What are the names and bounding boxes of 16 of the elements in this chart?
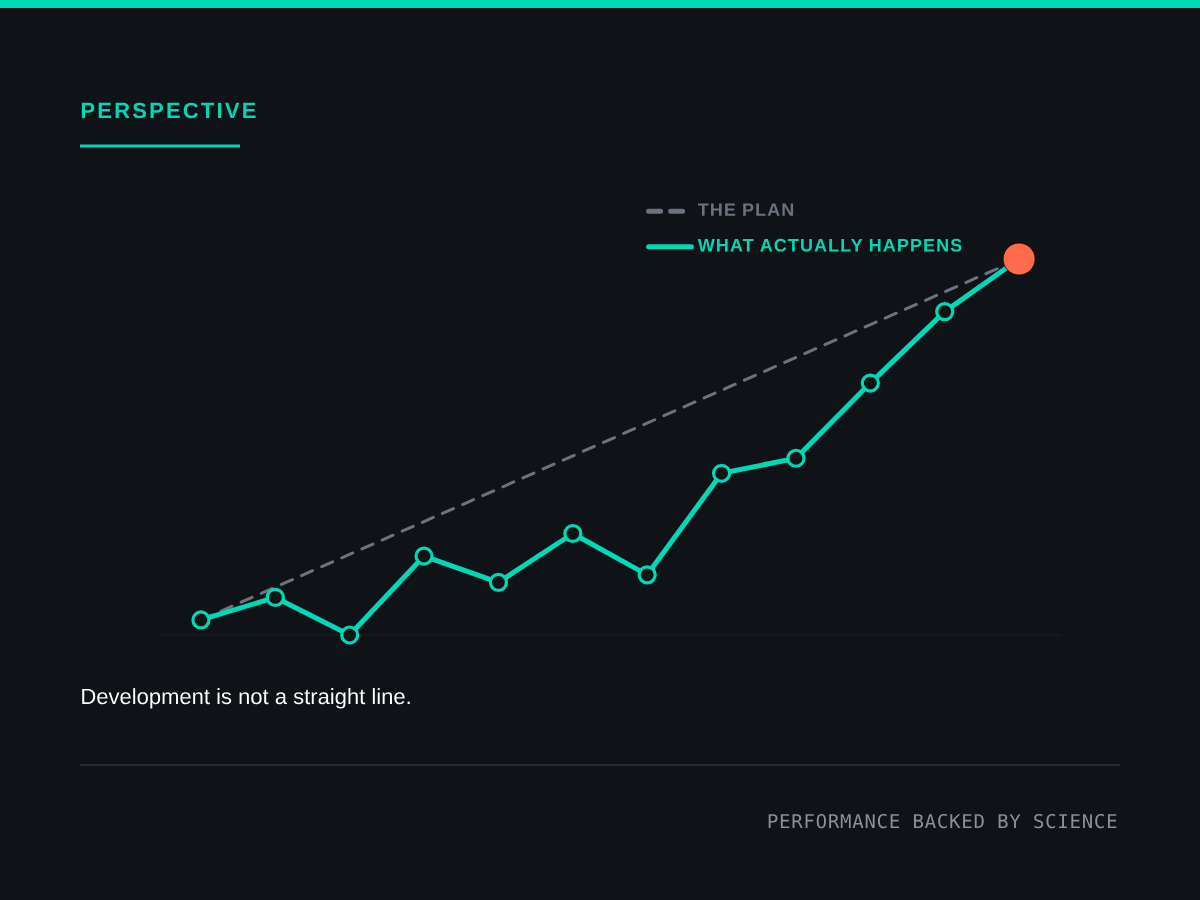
text: Development is not a straight line.	[82, 688, 410, 709]
point	[860, 373, 880, 393]
point	[340, 625, 360, 645]
legend-label: WHAT ACTUALLY HAPPENS	[697, 238, 962, 252]
point	[191, 610, 211, 630]
chart-title: PERSPECTIVE	[81, 102, 256, 119]
point	[265, 587, 285, 607]
point	[414, 546, 434, 566]
text: PERFORMANCE BACKED BY SCIENCE	[768, 813, 1117, 829]
point	[711, 463, 732, 483]
point	[637, 565, 657, 585]
point	[563, 523, 583, 544]
legend-label: THE PLAN	[697, 203, 794, 216]
point	[488, 572, 509, 592]
point	[786, 448, 806, 468]
point	[935, 302, 955, 322]
